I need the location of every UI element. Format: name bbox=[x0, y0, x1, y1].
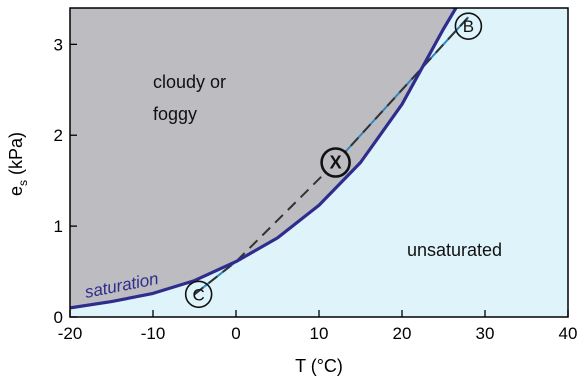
region-label-cloudy-line1: cloudy or bbox=[153, 72, 226, 92]
marker-x-circle bbox=[320, 147, 351, 178]
region-label-cloudy-line2: foggy bbox=[153, 104, 197, 124]
marker-b-circle bbox=[454, 12, 483, 40]
y-tick-label: 3 bbox=[54, 35, 63, 54]
y-axis-title-main: e bbox=[6, 186, 26, 196]
saturation-curve bbox=[70, 8, 458, 310]
y-axis-title-unit: (kPa) bbox=[6, 132, 26, 180]
x-axis-title: T (°C) bbox=[295, 356, 343, 376]
x-tick-label: 30 bbox=[476, 324, 495, 343]
y-axis-title-subscript: s bbox=[16, 180, 30, 186]
x-tick-label: 10 bbox=[310, 324, 329, 343]
region-label-unsaturated: unsaturated bbox=[407, 240, 502, 260]
marker-b-label: B bbox=[463, 17, 474, 36]
x-tick-label: -10 bbox=[141, 324, 166, 343]
x-tick-label: 20 bbox=[393, 324, 412, 343]
y-tick-label: 1 bbox=[54, 217, 63, 236]
x-tick-label: -20 bbox=[58, 324, 83, 343]
y-tick-label: 2 bbox=[54, 126, 63, 145]
marker-c-label: C bbox=[193, 285, 205, 304]
marker-x-label: X bbox=[330, 153, 342, 173]
svg-text:es (kPa): es (kPa) bbox=[6, 132, 30, 196]
y-tick-label: 0 bbox=[54, 308, 63, 327]
dashed-process-line bbox=[193, 16, 470, 296]
saturated-region bbox=[70, 8, 456, 308]
y-axis-title: es (kPa) bbox=[6, 132, 30, 196]
x-tick-label: 0 bbox=[231, 324, 240, 343]
marker-c-circle bbox=[184, 280, 213, 309]
x-tick-label: 40 bbox=[559, 324, 578, 343]
